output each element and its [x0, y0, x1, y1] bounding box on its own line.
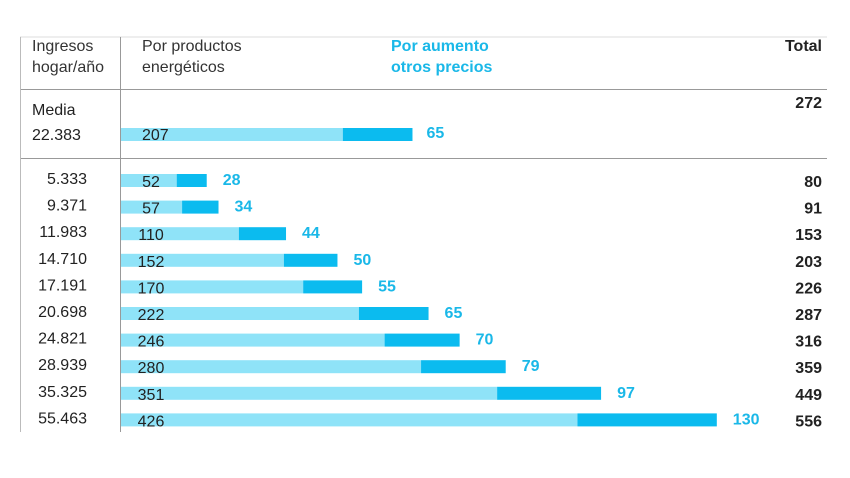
income-row: 9.371 57 34 91: [47, 198, 822, 218]
total-value-label: 449: [795, 387, 822, 404]
total-value-label: 359: [795, 360, 822, 377]
income-label: 20.698: [38, 304, 87, 321]
energy-value-label: 246: [138, 334, 165, 351]
other-value-label: 130: [733, 411, 760, 428]
income-row: 55.463 426 130 556: [38, 410, 822, 430]
income-label: 11.983: [39, 224, 87, 241]
income-label: 14.710: [38, 251, 87, 268]
header-other-line1: Por aumento: [391, 38, 489, 55]
energy-value-label: 52: [142, 174, 160, 191]
header-other-line2: otros precios: [391, 59, 492, 76]
total-value-label: 226: [795, 280, 822, 297]
bar-other: [421, 360, 506, 374]
bar-energy: [121, 227, 239, 241]
bar-other: [358, 307, 429, 320]
other-value-label: 44: [302, 225, 320, 242]
income-row: 11.983 110 44 153: [39, 224, 822, 244]
total-value-label: 153: [795, 227, 822, 244]
energy-value-label: 426: [138, 413, 165, 430]
bar-other: [497, 386, 602, 400]
other-value-label: 55: [378, 278, 396, 295]
other-value-label: 28: [223, 172, 241, 189]
other-value-label: 50: [353, 252, 371, 269]
energy-value-label: 222: [138, 307, 165, 324]
bar-other: [384, 333, 460, 347]
total-value-label: 91: [804, 201, 822, 218]
bar-other: [577, 413, 717, 427]
energy-value-label: 152: [138, 254, 165, 271]
bar-energy: [121, 307, 359, 320]
bar-other: [176, 174, 207, 187]
bar-energy: [121, 386, 498, 400]
income-label: 28.939: [38, 357, 87, 374]
income-row: 24.821 246 70 316: [38, 331, 822, 351]
media-bar-other: [342, 128, 413, 141]
bar-energy: [121, 360, 422, 374]
income-label: 35.325: [38, 384, 87, 401]
income-label: 9.371: [47, 198, 87, 215]
media-label: Media: [32, 102, 76, 119]
header-energy-line1: Por productos: [142, 38, 242, 55]
header-energy-line2: energéticos: [142, 59, 225, 76]
bar-energy: [121, 280, 304, 294]
media-income: 22.383: [32, 127, 81, 144]
other-value-label: 79: [522, 358, 540, 375]
other-value-label: 70: [476, 332, 494, 349]
total-value-label: 316: [795, 334, 822, 351]
total-value-label: 203: [795, 254, 822, 271]
income-row: 5.333 52 28 80: [47, 171, 822, 191]
income-rows: 5.333 52 28 80 9.371 57 34 91 11.983 110 44 153 14.7…: [38, 171, 822, 430]
bar-other: [182, 200, 219, 214]
other-value-label: 97: [617, 385, 635, 402]
media-total: 272: [795, 95, 822, 112]
energy-value-label: 110: [138, 227, 164, 244]
media-row: Media 22.383 207 65 272: [32, 95, 822, 144]
chart-header: Ingresos hogar/año Por productos energét…: [32, 38, 822, 76]
bar-energy: [121, 253, 284, 267]
other-value-label: 34: [235, 199, 253, 216]
total-value-label: 556: [795, 413, 822, 430]
income-label: 24.821: [38, 331, 87, 348]
bar-other: [283, 253, 338, 267]
bar-energy: [121, 333, 385, 347]
table-rules: [20, 36, 827, 432]
bar-energy: [121, 413, 578, 427]
energy-value-label: 170: [138, 280, 165, 297]
total-value-label: 287: [795, 307, 822, 324]
income-row: 28.939 280 79 359: [38, 357, 822, 377]
income-row: 17.191 170 55 226: [38, 277, 822, 297]
energy-value-label: 351: [138, 387, 165, 404]
other-value-label: 65: [445, 305, 463, 322]
income-row: 20.698 222 65 287: [38, 304, 822, 324]
income-row: 14.710 152 50 203: [38, 251, 822, 271]
bar-other: [303, 280, 363, 294]
income-label: 5.333: [47, 171, 87, 188]
header-total: Total: [785, 38, 822, 55]
bar-other: [238, 227, 287, 241]
total-value-label: 80: [804, 174, 822, 191]
bar-energy: [121, 200, 183, 214]
media-energy-label: 207: [142, 127, 169, 144]
income-label: 55.463: [38, 410, 87, 427]
media-other-label: 65: [426, 125, 444, 142]
income-row: 35.325 351 97 449: [38, 384, 822, 404]
media-bar-energy: [121, 128, 343, 141]
bar-energy: [121, 174, 177, 187]
energy-value-label: 57: [142, 201, 160, 218]
energy-value-label: 280: [138, 360, 165, 377]
header-income-line1: Ingresos: [32, 38, 93, 55]
header-income-line2: hogar/año: [32, 59, 104, 76]
income-label: 17.191: [38, 277, 87, 294]
